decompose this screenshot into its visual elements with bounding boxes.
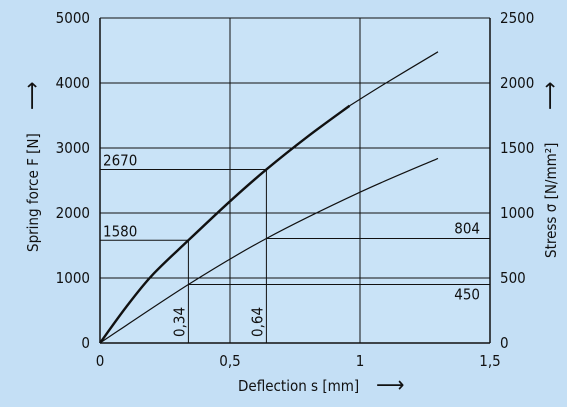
- annotation-label-vertical: 0,34: [170, 307, 188, 337]
- force-curve: [99, 104, 351, 344]
- y-right-tick-label: 1500: [500, 139, 534, 157]
- y-right-tick-label: 1000: [500, 204, 534, 222]
- x-tick-label: 0,5: [219, 352, 240, 370]
- x-tick-label: 0: [96, 352, 105, 370]
- x-tick-label: 1,5: [479, 352, 500, 370]
- annotation-label-vertical: 0,64: [248, 307, 266, 337]
- annotation-label: 804: [454, 219, 480, 237]
- annotation-label: 1580: [103, 222, 137, 240]
- plot-area: [100, 18, 490, 343]
- y-right-axis-label: Stress σ [N/mm²]: [542, 143, 560, 258]
- y-left-axis-label: Spring force F [N]: [24, 133, 42, 252]
- y-left-tick-label: 4000: [56, 74, 90, 92]
- y-right-tick-label: 500: [500, 269, 526, 287]
- y-left-tick-label: 0: [81, 334, 90, 352]
- x-tick-label: 1: [356, 352, 365, 370]
- y-left-tick-label: 2000: [56, 204, 90, 222]
- y-left-tick-label: 1000: [56, 269, 90, 287]
- y-left-tick-label: 3000: [56, 139, 90, 157]
- x-axis-label: Deflection s [mm]: [238, 377, 359, 395]
- annotation-label: 2670: [103, 151, 137, 169]
- y-right-tick-label: 2000: [500, 74, 534, 92]
- annotation-label: 450: [454, 286, 480, 304]
- y-right-tick-label: 2500: [500, 9, 534, 27]
- x-axis-arrow-icon: ⟶: [376, 373, 404, 398]
- y-left-tick-label: 5000: [56, 9, 90, 27]
- y-left-axis-arrow-icon: ⟶: [20, 82, 45, 110]
- stress-curve: [99, 157, 439, 344]
- y-right-tick-label: 0: [500, 334, 509, 352]
- y-right-axis-arrow-icon: ⟶: [538, 82, 563, 110]
- stress-curve: [349, 51, 439, 107]
